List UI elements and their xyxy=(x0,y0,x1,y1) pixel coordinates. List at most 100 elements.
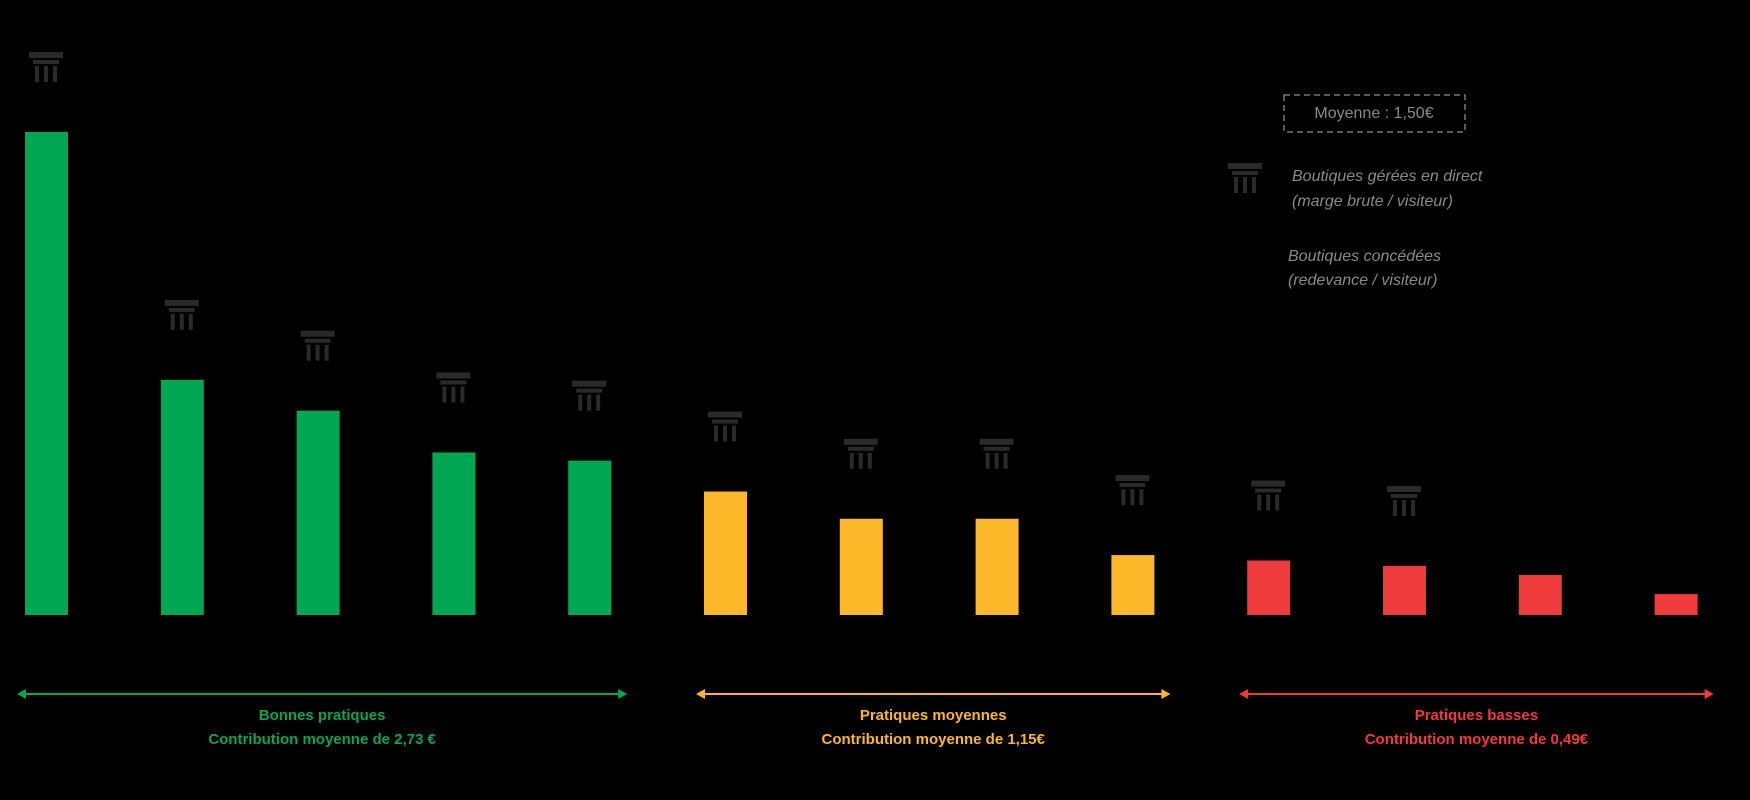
icon-part xyxy=(440,380,467,385)
icon-part xyxy=(723,425,727,442)
direct-icon xyxy=(843,438,878,469)
arrow-head xyxy=(1239,689,1249,699)
icon-part xyxy=(442,386,447,403)
bar xyxy=(1654,594,1698,615)
group-subtitle: Contribution moyenne de 2,73 € xyxy=(208,731,436,748)
icon-part xyxy=(983,446,1010,451)
bar xyxy=(704,491,747,615)
icon-part xyxy=(578,394,583,411)
icon-part xyxy=(44,66,48,82)
bar xyxy=(1383,565,1426,615)
icon-part xyxy=(170,313,175,330)
direct-icon xyxy=(1115,475,1150,506)
icon-part xyxy=(849,452,854,469)
icon-part xyxy=(1255,488,1282,493)
bar xyxy=(296,410,340,615)
icon-part xyxy=(1257,494,1262,511)
icon-part xyxy=(858,452,863,469)
icon-part xyxy=(1391,493,1417,498)
icon-part xyxy=(1275,494,1280,511)
group-subtitle: Contribution moyenne de 0,49€ xyxy=(1365,731,1589,748)
icon-part xyxy=(1139,489,1144,506)
icon-part xyxy=(587,394,592,411)
icon-part xyxy=(1115,475,1150,482)
icon-part xyxy=(1130,489,1135,506)
icon-part xyxy=(33,60,59,64)
average-box xyxy=(1283,94,1466,133)
icon-part xyxy=(315,344,320,361)
arrow-head xyxy=(696,689,705,699)
direct-icon xyxy=(1251,480,1286,511)
bar xyxy=(1247,560,1291,615)
direct-icon xyxy=(1387,485,1421,516)
direct-icon xyxy=(164,299,199,330)
icon-part xyxy=(572,380,607,387)
icon-part xyxy=(985,452,990,469)
icon-part xyxy=(732,425,736,442)
icon-part xyxy=(843,438,878,445)
direct-icon xyxy=(436,372,471,403)
bar xyxy=(1518,575,1562,615)
icon-part xyxy=(300,330,335,337)
icon-part xyxy=(436,372,471,379)
icon-part xyxy=(460,386,465,403)
bar xyxy=(160,379,204,615)
bar xyxy=(568,460,612,615)
icon-part xyxy=(1266,494,1271,511)
icon-part xyxy=(1003,452,1008,469)
icon-part xyxy=(596,394,601,411)
bar xyxy=(1111,555,1155,615)
icon-part xyxy=(164,299,199,306)
icon-part xyxy=(179,313,184,330)
group-subtitle: Contribution moyenne de 1,15€ xyxy=(822,731,1046,748)
icon-part xyxy=(1251,480,1286,487)
legend-text: Boutiques concédées xyxy=(1288,248,1441,265)
icon-part xyxy=(708,411,742,418)
bar xyxy=(975,518,1019,615)
arrow-head xyxy=(1704,689,1714,699)
icon-part xyxy=(979,438,1014,445)
icon-part xyxy=(188,313,193,330)
icon-part xyxy=(576,388,603,393)
icon-part xyxy=(324,344,329,361)
icon-part xyxy=(451,386,456,403)
icon-part xyxy=(714,425,718,442)
icon-part xyxy=(1411,499,1415,516)
icon-part xyxy=(168,307,195,312)
arrow-head xyxy=(1161,689,1171,699)
direct-icon xyxy=(572,380,607,411)
icon-part xyxy=(35,66,39,82)
direct-icon xyxy=(708,411,742,442)
icon-part xyxy=(712,419,738,424)
icon-part xyxy=(847,446,874,451)
legend-text: Boutiques gérées en direct xyxy=(1292,168,1483,185)
bar xyxy=(839,518,883,615)
average-label: Moyenne : 1,50€ xyxy=(1314,105,1433,122)
icon-part xyxy=(1393,499,1397,516)
icon-part xyxy=(1121,489,1126,506)
icon-part xyxy=(53,66,57,82)
icon-part xyxy=(1387,485,1421,492)
direct-icon xyxy=(979,438,1014,469)
icon-part xyxy=(1402,499,1406,516)
bar xyxy=(25,132,68,615)
icon-part xyxy=(994,452,999,469)
group-name: Pratiques moyennes xyxy=(860,707,1007,724)
bar xyxy=(432,452,476,615)
legend-text: (marge brute / visiteur) xyxy=(1292,193,1453,210)
icon-part xyxy=(306,344,311,361)
icon-part xyxy=(1119,483,1146,488)
icon-part xyxy=(867,452,872,469)
legend-icon xyxy=(1228,163,1262,193)
group-name: Pratiques basses xyxy=(1415,707,1538,724)
group-name: Bonnes pratiques xyxy=(259,707,386,724)
icon-part xyxy=(304,338,331,343)
arrow-head xyxy=(618,689,628,699)
arrow-head xyxy=(17,689,26,699)
direct-icon xyxy=(29,52,63,82)
legend-text: (redevance / visiteur) xyxy=(1288,272,1437,289)
icon-part xyxy=(29,52,63,58)
direct-icon xyxy=(300,330,335,361)
